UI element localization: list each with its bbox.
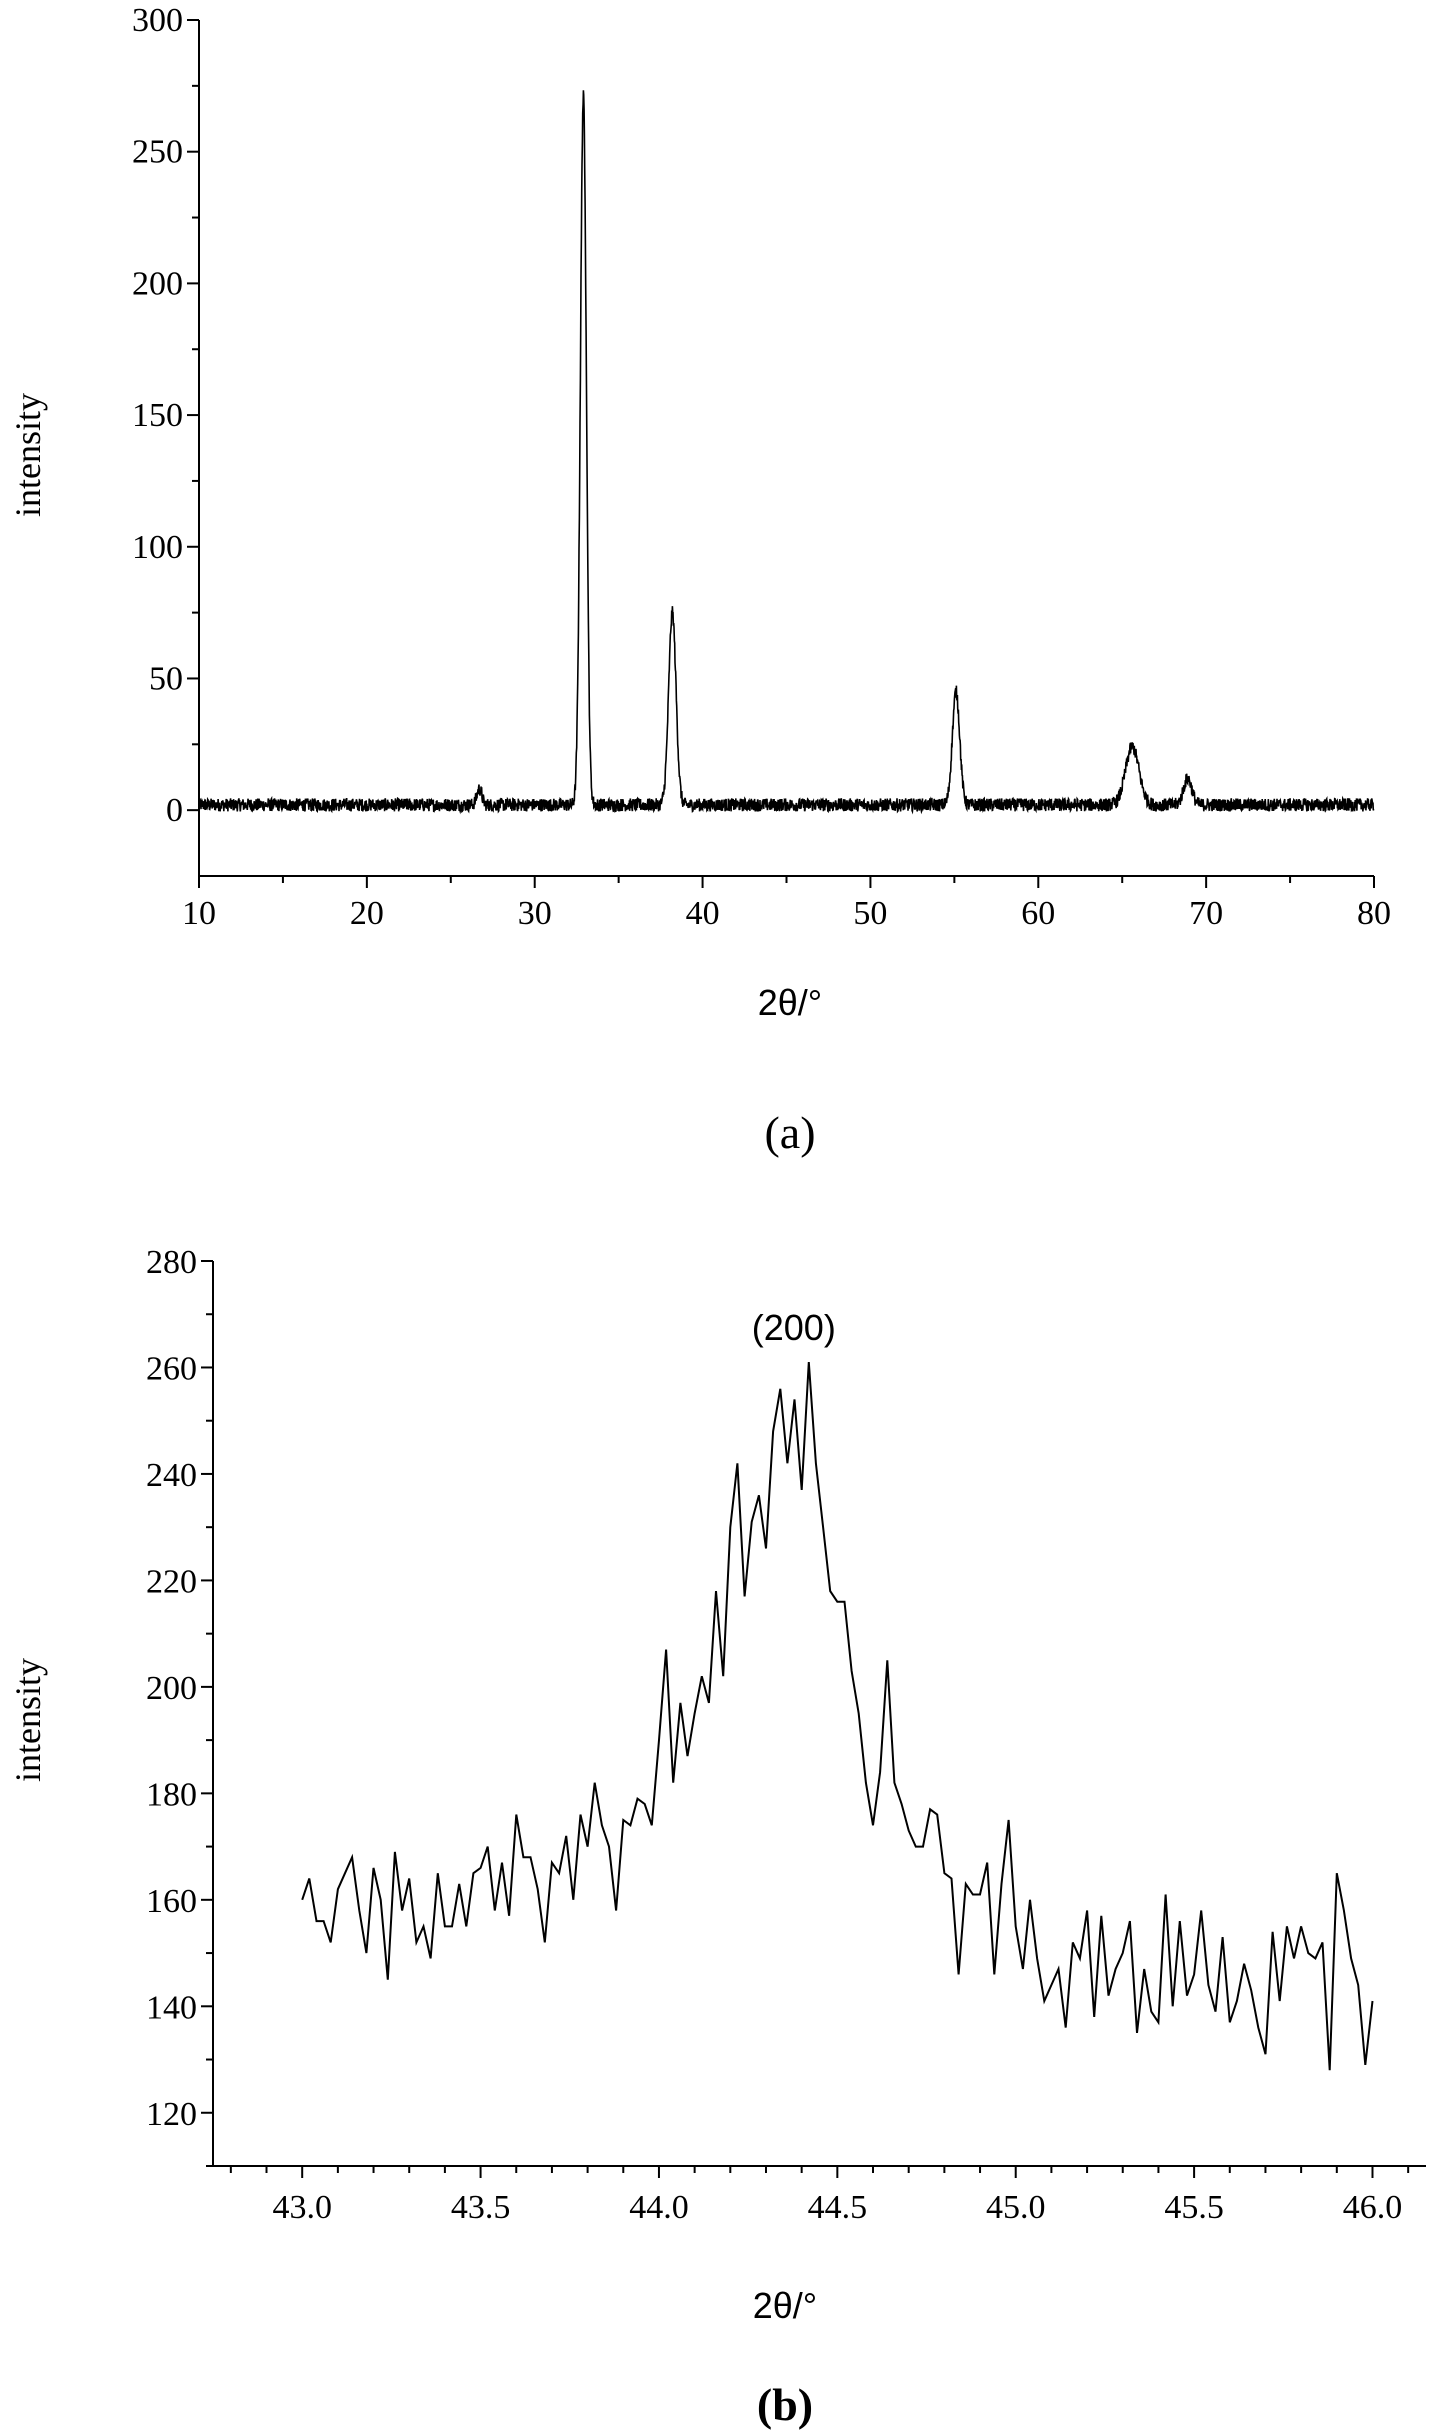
panel-a-xlabel: 2θ/°: [758, 982, 822, 1023]
panel-a-ylabel: intensity: [8, 393, 48, 517]
panel-b-ytick-label: 200: [146, 1670, 197, 1707]
panel-b-series-line: [301, 1362, 1374, 2071]
panel-a-ytick-label: 0: [166, 792, 183, 829]
panel-b-ytick-label: 140: [146, 1989, 197, 2026]
panel-a-xtick-label: 30: [518, 895, 552, 932]
panel-b-ytick-label: 120: [146, 2096, 197, 2133]
panel-a-ticks: [187, 19, 1375, 888]
panel-b-ytick-label: 220: [146, 1563, 197, 1600]
panel-b-xtick-label: 43.0: [272, 2189, 332, 2226]
panel-a-xtick-label: 60: [1021, 895, 1055, 932]
panel-a-xtick-label: 80: [1357, 895, 1391, 932]
panel-b-ticks: [201, 1260, 1410, 2178]
panel-a-ytick-label: 50: [149, 660, 183, 697]
panel-a-xtick-label: 10: [182, 895, 216, 932]
panel-a-xtick-label: 50: [853, 895, 887, 932]
panel-a: 0 50 100 150 200 250 300 10 20 30 40 50 60 70 80 inten…: [8, 2, 1391, 1158]
panel-a-ytick-label: 200: [132, 265, 183, 302]
panel-a-ytick-label: 300: [132, 2, 183, 39]
panel-a-ytick-label: 100: [132, 529, 183, 566]
panel-b-ytick-label: 180: [146, 1776, 197, 1813]
panel-a-caption: (a): [764, 1107, 815, 1158]
panel-b-ytick-label: 260: [146, 1350, 197, 1387]
panel-b-axes: [212, 1261, 1426, 2167]
panel-a-series-line: [198, 90, 1375, 815]
panel-a-xtick-label: 40: [686, 895, 720, 932]
panel-b-ytick-label: 240: [146, 1457, 197, 1494]
panel-b-xtick-label: 44.0: [629, 2189, 689, 2226]
panel-b-caption: (b): [757, 2379, 813, 2430]
panel-b-xtick-label: 46.0: [1343, 2189, 1403, 2226]
panel-b: 120 140 160 180 200 220 240 260 280 43.0 43.5 44.0 4…: [8, 1244, 1426, 2430]
panel-b-xtick-label: 44.5: [808, 2189, 868, 2226]
panel-a-ytick-label: 150: [132, 397, 183, 434]
panel-b-xtick-label: 43.5: [451, 2189, 511, 2226]
panel-a-tick-labels: 0 50 100 150 200 250 300 10 20 30 40 50 60 70 80: [132, 2, 1391, 932]
panel-b-xtick-label: 45.0: [986, 2189, 1046, 2226]
panel-b-tick-labels: 120 140 160 180 200 220 240 260 280 43.0 43.5 44.0 4…: [146, 1244, 1402, 2226]
panel-b-ytick-label: 280: [146, 1244, 197, 1281]
panel-a-xtick-label: 20: [350, 895, 384, 932]
panel-b-xlabel: 2θ/°: [753, 2285, 817, 2326]
panel-a-xtick-label: 70: [1189, 895, 1223, 932]
panel-a-ytick-label: 250: [132, 134, 183, 171]
peak-200-annotation: (200): [752, 1307, 836, 1348]
panel-b-ytick-label: 160: [146, 1883, 197, 1920]
panel-b-ylabel: intensity: [8, 1658, 48, 1782]
panel-a-axes: [198, 20, 1374, 877]
panel-b-xtick-label: 45.5: [1164, 2189, 1224, 2226]
